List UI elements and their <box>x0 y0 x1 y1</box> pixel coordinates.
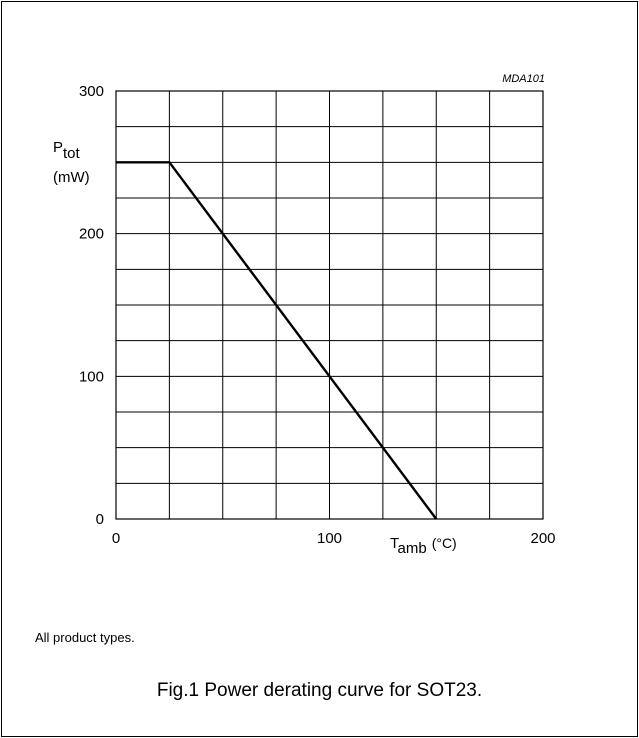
series-lines <box>116 161 438 520</box>
y-tick-label: 200 <box>79 226 104 243</box>
figure-caption: Fig.1 Power derating curve for SOT23. <box>156 680 483 701</box>
y-axis-label: Ptot <box>53 139 81 162</box>
x-tick-label: 200 <box>530 530 555 547</box>
derating-curve <box>116 161 438 520</box>
x-axis-subscript: amb <box>398 540 427 557</box>
y-axis-unit: (mW) <box>53 169 90 186</box>
figure-code: MDA101 <box>502 73 545 85</box>
plot-border <box>115 90 544 520</box>
x-axis-symbol: T <box>390 535 399 552</box>
tick-labels: 0 100 200 0 100 200 300 <box>79 83 556 547</box>
x-axis-unit: (°C) <box>432 535 457 551</box>
y-tick-label: 0 <box>96 511 104 528</box>
grid-lines <box>115 90 544 520</box>
y-tick-label: 300 <box>79 83 104 100</box>
y-axis-subscript: tot <box>63 145 81 162</box>
note-text: All product types. <box>35 630 135 645</box>
x-tick-label: 100 <box>317 530 342 547</box>
y-axis-symbol: P <box>53 139 63 156</box>
x-axis-label: Tamb (°C) <box>390 535 457 557</box>
x-tick-label: 0 <box>112 530 120 547</box>
y-tick-label: 100 <box>79 368 104 385</box>
